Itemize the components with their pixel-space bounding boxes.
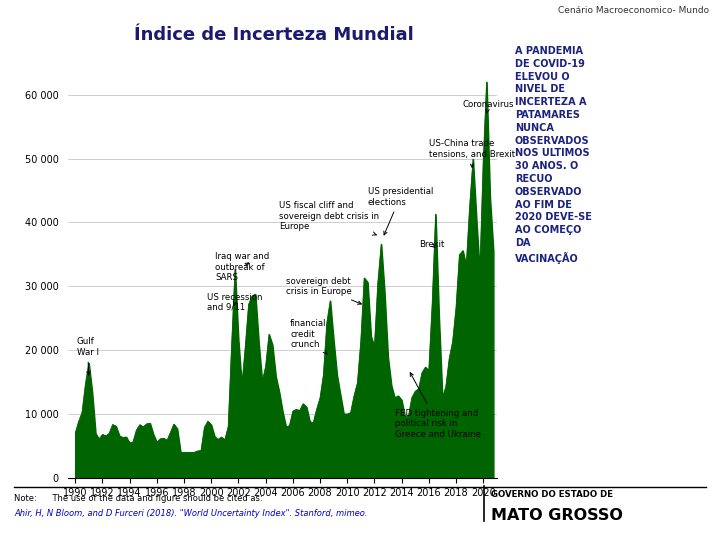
Text: FED tightening and
political risk in
Greece and Ukraine: FED tightening and political risk in Gre… <box>395 373 481 438</box>
Text: US-China trade
tensions, and Brexit: US-China trade tensions, and Brexit <box>429 139 515 167</box>
Text: Note:      The use of the data and figure should be cited as:: Note: The use of the data and figure sho… <box>14 494 263 503</box>
Text: US recession
and 9/11: US recession and 9/11 <box>207 293 263 312</box>
Text: US presidential
elections: US presidential elections <box>368 187 433 235</box>
Text: sovereign debt
crisis in Europe: sovereign debt crisis in Europe <box>286 276 361 304</box>
Text: Gulf
War I: Gulf War I <box>76 338 99 375</box>
Text: GOVERNO DO ESTADO DE: GOVERNO DO ESTADO DE <box>491 490 613 500</box>
Text: A PANDEMIA
DE COVID-19
ELEVOU O
NIVEL DE
INCERTEZA A
PATAMARES
NUNCA
OBSERVADOS
: A PANDEMIA DE COVID-19 ELEVOU O NIVEL DE… <box>515 46 592 264</box>
Text: Índice de Incerteza Mundial: Índice de Incerteza Mundial <box>134 26 413 44</box>
Text: US fiscal cliff and
sovereign debt crisis in
Europe: US fiscal cliff and sovereign debt crisi… <box>279 201 379 235</box>
Text: Iraq war and
outbreak of
SARS: Iraq war and outbreak of SARS <box>215 252 269 282</box>
Text: Ahir, H, N Bloom, and D Furceri (2018). "World Uncertainty Index". Stanford, mim: Ahir, H, N Bloom, and D Furceri (2018). … <box>14 509 368 518</box>
Text: MATO GROSSO: MATO GROSSO <box>491 508 623 523</box>
Text: Cenário Macroeconomico- Mundo: Cenário Macroeconomico- Mundo <box>558 6 709 16</box>
Text: Coronavirus: Coronavirus <box>463 100 514 113</box>
Text: Brexit: Brexit <box>419 240 445 249</box>
Text: financial
credit
crunch: financial credit crunch <box>290 319 327 354</box>
